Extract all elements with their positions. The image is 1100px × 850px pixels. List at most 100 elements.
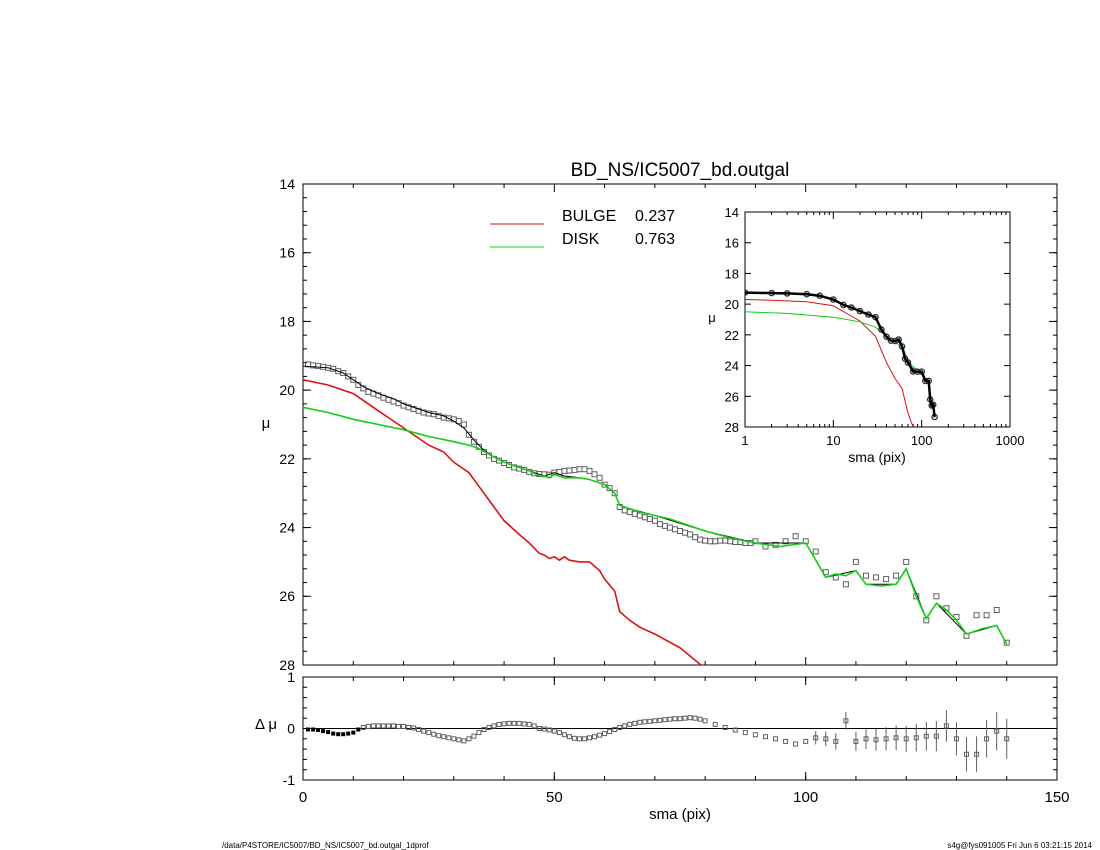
residual-point-2 [316,728,321,732]
main-data-point-7 [340,370,347,376]
residual-point-75 [682,715,688,721]
main-data-point-11 [360,385,367,392]
residual-point-85 [763,734,768,740]
residual-point-89 [803,738,809,744]
main-data-point-31 [460,421,467,428]
inset-data-point-18 [904,359,912,366]
residual-point-95 [863,736,869,742]
residual-point-90 [813,735,819,741]
residual-point-103 [943,723,949,729]
main-data-point-100 [863,572,869,579]
main-disk-line [303,406,1008,645]
inset-ytick-label-5: 24 [725,359,739,374]
residual-point-47 [541,726,547,732]
legend-value-1: 0.763 [635,231,675,248]
residual-point-21 [411,725,417,731]
main-data-point-59 [601,481,608,488]
inset-ytick-label-6: 26 [725,389,739,404]
main-data-point-56 [586,467,593,474]
main-frame [302,183,1058,666]
residual-point-61 [612,727,618,732]
residual-point-49 [551,728,557,734]
main-data-point-9 [350,376,357,383]
main-data-point-95 [812,548,819,555]
residual-point-81 [722,725,728,730]
main-data-point-61 [611,490,618,497]
residual-point-35 [481,727,487,732]
residual-point-57 [592,734,597,740]
main-data-point-8 [345,373,352,380]
main-data-point-85 [732,539,739,545]
residual-point-25 [431,731,437,737]
main-legend: BULGE 0.237 DISK 0.763 [490,208,675,248]
residual-point-14 [375,723,381,729]
inset-ytick-label-3: 20 [725,297,739,312]
main-data-point-30 [455,418,462,425]
residual-point-5 [331,731,336,736]
inset-frame [744,211,1011,428]
main-data-point-3 [320,363,327,370]
residual-point-50 [556,730,562,736]
residual-point-69 [652,718,658,724]
residual-point-76 [687,715,693,721]
residual-point-99 [903,736,909,742]
residual-point-33 [471,733,477,739]
residual-point-30 [456,737,462,743]
residual-point-56 [587,735,592,741]
residual-ylabel: Δ μ [255,716,277,733]
main-data-point-67 [641,514,648,521]
main-data-point-33 [470,438,477,445]
residual-point-74 [677,716,683,722]
residual-point-19 [401,723,406,729]
main-ytick-label-2: 18 [279,313,295,329]
residual-point-9 [351,730,356,735]
residual-point-71 [662,717,668,723]
main-data-point-72 [666,524,673,531]
residual-point-59 [602,731,608,737]
residual-point-72 [667,716,673,722]
main-ytick-label-3: 20 [279,382,295,398]
main-data-point-102 [883,576,890,583]
residual-point-34 [476,730,482,736]
residual-point-63 [622,723,628,729]
residual-point-98 [893,735,899,741]
main-ylabel: μ [262,415,271,432]
main-ytick-label-5: 24 [279,519,295,535]
main-model-line [303,365,1008,645]
main-data-point-80 [707,538,714,545]
main-data-point-101 [873,574,879,581]
residual-point-93 [843,718,849,724]
residual-point-48 [546,727,552,733]
inset-ytick-label-4: 22 [725,328,739,343]
residual-point-22 [416,727,422,732]
footer-timestamp: s4g@fys091005 Fri Jun 6 03:21:15 2014 [947,841,1092,850]
residual-point-94 [853,738,859,744]
residual-point-4 [326,730,331,735]
main-data-point-111 [973,612,980,619]
inset-xtick-label-3: 1000 [996,433,1025,448]
residual-point-3 [321,729,326,734]
main-series [303,361,1010,665]
main-data-point-71 [661,522,668,529]
residual-point-43 [521,721,527,727]
residual-point-78 [697,716,703,722]
residual-point-17 [391,723,396,729]
main-data-point-74 [677,528,683,534]
inset-bulge-line [745,299,914,427]
main-data-point-32 [465,431,472,438]
residual-point-100 [913,735,919,741]
main-data-point-69 [651,517,658,524]
plots: BD_NS/IC5007_bd.outgal μ 14 16 18 20 22 24 26 28 B… [255,160,1070,823]
inset-data-line [745,291,936,418]
main-data-point-58 [596,474,603,481]
main-data-point-68 [646,516,653,522]
residual-point-32 [466,736,472,742]
residual-point-40 [506,720,512,726]
residual-xtick-label-3: 150 [1044,789,1069,806]
main-data-point-107 [933,593,940,600]
residual-point-27 [441,734,447,740]
residual-point-106 [974,751,980,757]
residual-point-51 [561,732,567,738]
residual-point-104 [954,736,959,742]
